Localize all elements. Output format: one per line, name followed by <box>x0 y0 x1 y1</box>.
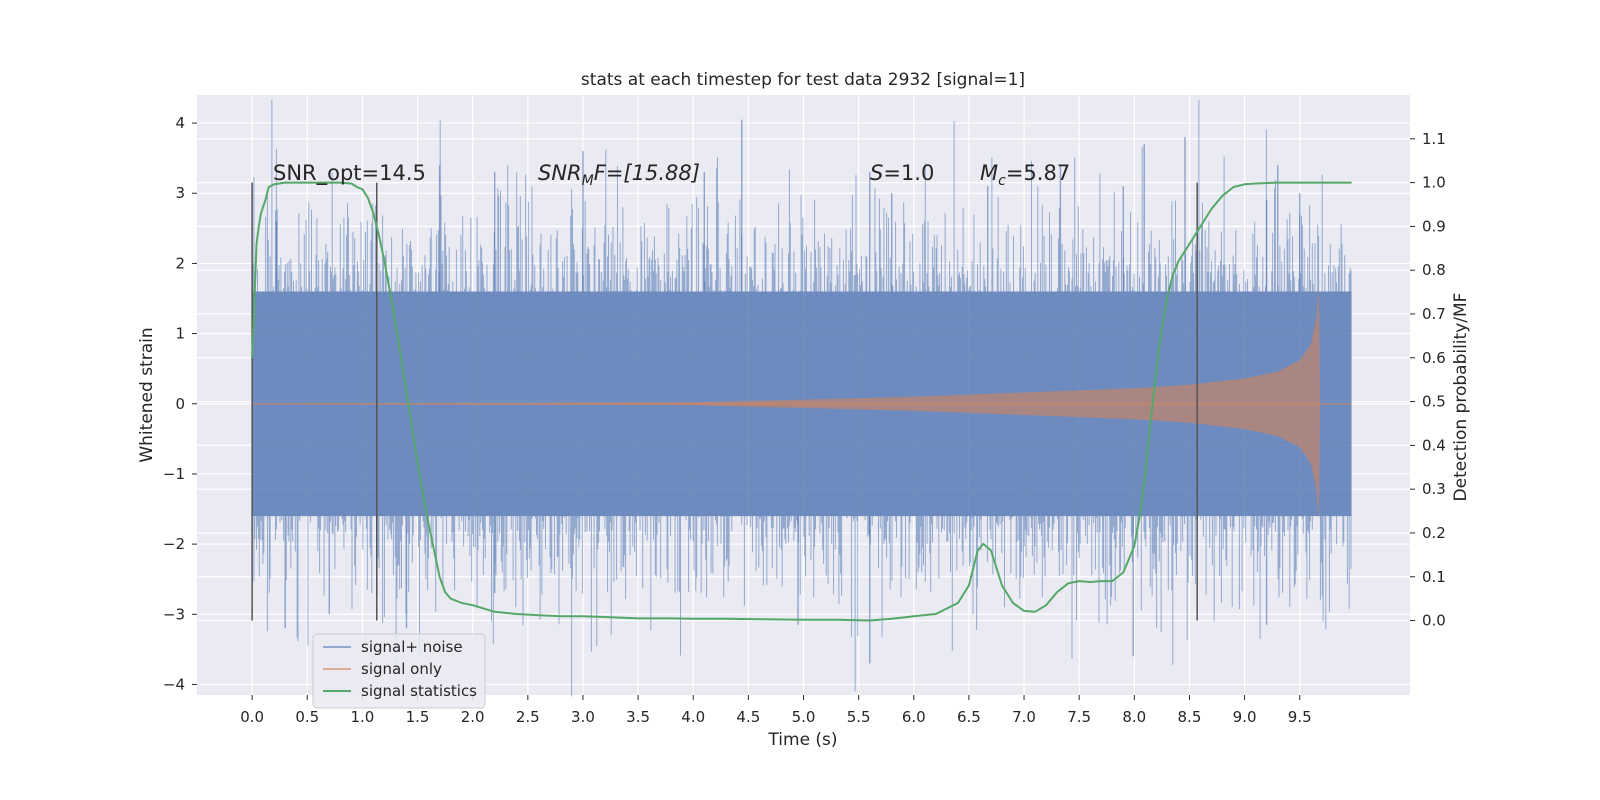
x-tick-label: 7.5 <box>1067 708 1091 726</box>
y-right-tick-label: 0.3 <box>1422 480 1446 498</box>
x-tick-label: 1.0 <box>350 708 374 726</box>
y-right-tick-label: 0.9 <box>1422 217 1446 235</box>
y-right-tick-label: 0.2 <box>1422 524 1446 542</box>
mc-var: M <box>980 161 998 185</box>
x-tick-label: 3.0 <box>571 708 595 726</box>
y-left-tick-label: 1 <box>175 325 185 343</box>
x-tick-label: 9.0 <box>1233 708 1257 726</box>
x-tick-label: 2.0 <box>461 708 485 726</box>
x-tick-label: 8.0 <box>1122 708 1146 726</box>
y-right-tick-label: 0.5 <box>1422 393 1446 411</box>
signal-noise-spikes <box>275 119 1301 664</box>
x-tick-label: 4.0 <box>681 708 705 726</box>
legend-label-signal-statistics: signal statistics <box>361 682 477 700</box>
x-tick-label: 2.5 <box>516 708 540 726</box>
chart-title: stats at each timestep for test data 293… <box>581 70 1025 90</box>
mc-rest: =5.87 <box>1006 161 1070 185</box>
s-var: S <box>870 161 883 185</box>
snr-mf-sub: M <box>582 173 594 189</box>
y-right-tick-label: 0.0 <box>1422 612 1446 630</box>
legend: signal+ noise signal only signal statist… <box>312 633 486 709</box>
x-axis-label: Time (s) <box>767 730 837 750</box>
y-left-tick-label: −1 <box>163 465 185 483</box>
signal-statistics-line <box>251 181 1352 622</box>
y-right-tick-label: 0.7 <box>1422 305 1446 323</box>
x-tick-label: 7.0 <box>1012 708 1036 726</box>
y-axis-left-ticks: 4 3 2 1 0 −1 −2 −3 −4 <box>163 114 197 693</box>
y-axis-right-ticks: 1.1 1.0 0.9 0.8 0.7 0.6 0.5 0.4 0.3 0.2 0.1 0.0 <box>1410 130 1446 630</box>
x-tick-label: 3.5 <box>626 708 650 726</box>
x-axis-ticks: 0.0 0.5 1.0 1.5 2.0 2.5 3.0 3.5 4.0 4.5 5.0 5.5 6.0 6… <box>240 695 1312 726</box>
x-tick-label: 6.5 <box>957 708 981 726</box>
y-left-tick-label: −2 <box>163 535 185 553</box>
y-right-tick-label: 1.1 <box>1422 130 1446 148</box>
legend-label-signal-noise: signal+ noise <box>361 638 463 656</box>
y-right-tick-label: 1.0 <box>1422 174 1446 192</box>
y-left-tick-label: 2 <box>175 254 185 272</box>
snr-mf-base: SNR <box>538 161 582 185</box>
annotation-snr-mf: SNRMF=[15.88] <box>538 161 700 189</box>
legend-label-signal-only: signal only <box>361 660 442 678</box>
signal-statistics-layer <box>251 181 1352 622</box>
y-right-tick-label: 0.1 <box>1422 568 1446 586</box>
y-axis-right-label: Detection probability/MF <box>1451 293 1471 502</box>
x-tick-label: 5.0 <box>792 708 816 726</box>
x-tick-label: 0.5 <box>295 708 319 726</box>
annotation-s: S=1.0 <box>870 161 934 185</box>
signal-only-layer <box>252 288 1352 520</box>
x-tick-label: 9.5 <box>1288 708 1312 726</box>
y-left-tick-label: −4 <box>163 675 185 693</box>
y-left-tick-label: −3 <box>163 605 185 623</box>
y-right-tick-label: 0.8 <box>1422 261 1446 279</box>
x-tick-label: 6.0 <box>902 708 926 726</box>
y-left-tick-label: 4 <box>175 114 185 132</box>
snr-mf-rest: F=[15.88] <box>594 161 700 185</box>
y-axis-left-label: Whitened strain <box>137 327 157 462</box>
y-left-tick-label: 0 <box>175 395 185 413</box>
annotation-snr-opt: SNR_opt=14.5 <box>273 161 426 186</box>
s-rest: =1.0 <box>883 161 934 185</box>
mc-sub: c <box>998 173 1006 189</box>
legend-box <box>312 633 486 709</box>
y-right-tick-label: 0.6 <box>1422 349 1446 367</box>
annotation-mc: Mc=5.87 <box>980 161 1070 189</box>
x-tick-label: 1.5 <box>406 708 430 726</box>
y-left-tick-label: 3 <box>175 184 185 202</box>
x-tick-label: 8.5 <box>1178 708 1202 726</box>
vertical-markers <box>251 182 1198 621</box>
x-tick-label: 4.5 <box>736 708 760 726</box>
x-tick-label: 0.0 <box>240 708 264 726</box>
x-tick-label: 5.5 <box>847 708 871 726</box>
y-right-tick-label: 0.4 <box>1422 436 1446 454</box>
